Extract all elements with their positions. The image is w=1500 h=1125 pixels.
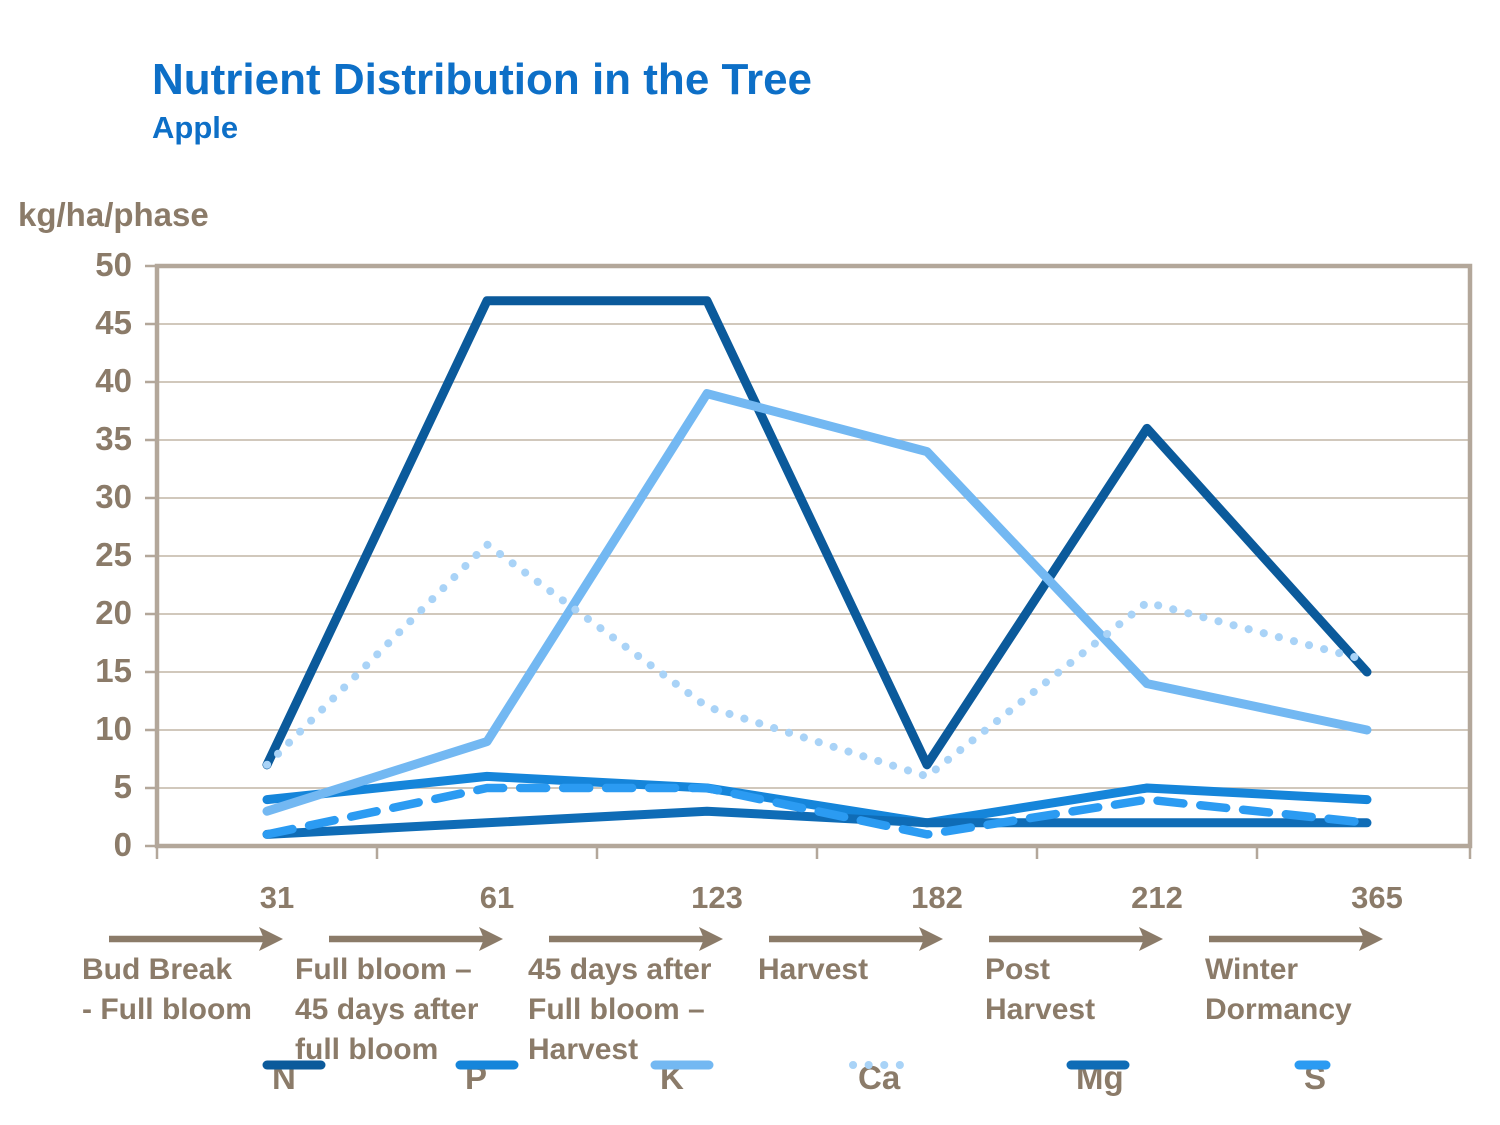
y-axis-label: kg/ha/phase (18, 196, 209, 233)
y-tick-label: 15 (95, 652, 132, 689)
y-tick-label: 20 (95, 594, 132, 631)
legend-item-Ca: Ca (848, 1058, 911, 1098)
y-tick-label: 25 (95, 536, 132, 573)
series-line-Ca (263, 540, 1371, 781)
legend-item-Mg: Mg (1066, 1058, 1130, 1098)
phase-label-line: Full bloom – (528, 993, 705, 1026)
x-tick-label: 31 (259, 880, 295, 915)
series-line-N (262, 296, 1372, 770)
phase-label: Full bloom –45 days after full bloom (295, 950, 478, 1070)
phase-label: Bud Break - Full bloom (82, 950, 252, 1030)
phase-label-line: Full bloom – (295, 953, 472, 986)
phase-arrow-head (699, 927, 723, 951)
y-tick-label: 40 (95, 362, 132, 399)
phase-label-line: Harvest (985, 993, 1096, 1026)
y-tick-label: 50 (95, 246, 132, 283)
phase-label-line: 45 days after (295, 993, 479, 1026)
series-line-Mg (262, 806, 1372, 839)
phase-label: 45 days after Full bloom – Harvest (528, 950, 711, 1070)
phase-label-line: Bud Break (82, 953, 233, 986)
phase-label: Harvest (758, 950, 868, 990)
phase-label-line: Harvest (758, 953, 869, 986)
phase-label: Winter Dormancy (1205, 950, 1352, 1030)
legend-swatch-P (455, 1060, 519, 1070)
y-tick-label: 0 (113, 826, 132, 863)
series-line-K (262, 389, 1372, 816)
phase-arrow-head (1139, 927, 1163, 951)
phase-label-line: Post (985, 953, 1051, 986)
phase-label-line: 45 days after (528, 953, 712, 986)
phase-label-line: Dormancy (1205, 993, 1352, 1026)
phase-arrow-head (1359, 927, 1383, 951)
legend-item-S: S (1294, 1058, 1331, 1098)
chart-subtitle: Apple (152, 110, 239, 145)
x-tick-label: 182 (911, 880, 963, 915)
legend-swatch-K (650, 1060, 714, 1070)
chart-title: Nutrient Distribution in the Tree (152, 55, 813, 104)
phase-arrow-head (919, 927, 943, 951)
x-tick-label: 212 (1131, 880, 1183, 915)
phase-label: Post Harvest (985, 950, 1095, 1030)
legend-swatch-Ca (849, 1061, 911, 1069)
legend-swatch-N (262, 1060, 326, 1070)
x-tick-label: 123 (691, 880, 743, 915)
legend-item-P: P (455, 1058, 519, 1098)
legend-item-N: N (262, 1058, 326, 1098)
series-line-S (262, 783, 1372, 839)
phase-label-line: - Full bloom (82, 993, 252, 1026)
x-tick-label: 61 (479, 880, 515, 915)
legend-swatch-S (1294, 1060, 1331, 1070)
x-tick-label: 365 (1351, 880, 1403, 915)
y-tick-label: 35 (95, 420, 132, 457)
phase-arrow-head (259, 927, 283, 951)
phase-label-line: Winter (1205, 953, 1299, 986)
y-tick-label: 10 (95, 710, 132, 747)
phase-label-line: Harvest (528, 1033, 639, 1066)
y-tick-label: 30 (95, 478, 132, 515)
legend-swatch-Mg (1066, 1060, 1130, 1070)
series-line-P (262, 771, 1372, 828)
y-tick-label: 45 (95, 304, 132, 341)
phase-arrow-head (479, 927, 503, 951)
y-tick-label: 5 (113, 768, 132, 805)
legend-item-K: K (650, 1058, 714, 1098)
